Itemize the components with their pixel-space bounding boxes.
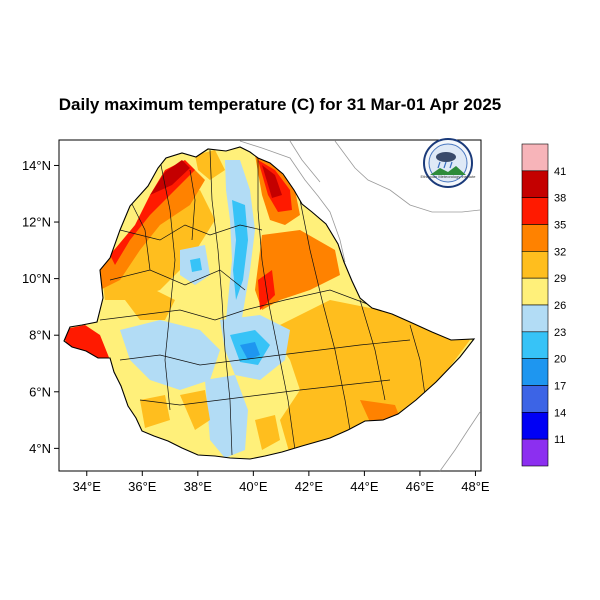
lat-tick-label: 8°N bbox=[29, 328, 51, 343]
lat-tick-label: 14°N bbox=[22, 158, 51, 173]
lon-tick-label: 36°E bbox=[128, 479, 157, 494]
lon-tick-label: 34°E bbox=[73, 479, 102, 494]
meteorology-institute-logo: Ethiopian Meteorology Institute bbox=[421, 138, 477, 188]
map-title: Daily maximum temperature (C) for 31 Mar… bbox=[58, 95, 502, 114]
lat-tick-label: 4°N bbox=[29, 441, 51, 456]
colorbar-label: 11 bbox=[554, 434, 565, 446]
lon-tick-label: 46°E bbox=[406, 479, 435, 494]
neighbour-coastlines bbox=[239, 140, 481, 472]
colorbar: 41 38 35 32 29 26 23 20 17 14 11 bbox=[521, 143, 566, 467]
lat-tick-label: 12°N bbox=[22, 215, 51, 230]
logo-caption: Ethiopian Meteorology Institute bbox=[421, 174, 477, 179]
colorbar-swatch bbox=[521, 170, 549, 198]
colorbar-label: 38 bbox=[554, 193, 566, 205]
lon-tick-label: 42°E bbox=[295, 479, 324, 494]
lon-tick-label: 40°E bbox=[239, 479, 268, 494]
lat-tick-label: 10°N bbox=[22, 271, 51, 286]
colorbar-label: 41 bbox=[554, 166, 566, 178]
colorbar-label: 20 bbox=[554, 354, 566, 366]
colorbar-swatch bbox=[521, 438, 549, 467]
colorbar-swatch bbox=[521, 251, 549, 279]
lon-tick-label: 38°E bbox=[184, 479, 213, 494]
lat-tick-label: 6°N bbox=[29, 384, 51, 399]
colorbar-swatch bbox=[521, 331, 549, 359]
admin-boundaries bbox=[99, 149, 426, 456]
colorbar-label: 29 bbox=[554, 273, 566, 285]
colorbar-swatch bbox=[521, 385, 549, 413]
lon-tick-label: 48°E bbox=[461, 479, 490, 494]
colorbar-swatch bbox=[521, 143, 549, 172]
colorbar-label: 26 bbox=[554, 300, 566, 312]
colorbar-label: 17 bbox=[554, 381, 566, 393]
colorbar-swatch bbox=[521, 224, 549, 252]
colorbar-swatch bbox=[521, 277, 549, 306]
colorbar-swatch bbox=[521, 304, 549, 333]
colorbar-swatch bbox=[521, 412, 549, 440]
colorbar-label: 14 bbox=[554, 407, 566, 419]
cloud-icon bbox=[436, 152, 456, 162]
longitude-axis: 34°E 36°E 38°E 40°E 42°E 44°E 46°E 48°E bbox=[73, 471, 490, 494]
colorbar-label: 35 bbox=[554, 220, 566, 232]
colorbar-swatch bbox=[521, 358, 549, 386]
colorbar-label: 32 bbox=[554, 246, 566, 258]
lon-tick-label: 44°E bbox=[350, 479, 379, 494]
latitude-axis: 14°N 12°N 10°N 8°N 6°N 4°N bbox=[22, 158, 59, 456]
colorbar-swatch bbox=[521, 197, 549, 225]
colorbar-label: 23 bbox=[554, 327, 566, 339]
